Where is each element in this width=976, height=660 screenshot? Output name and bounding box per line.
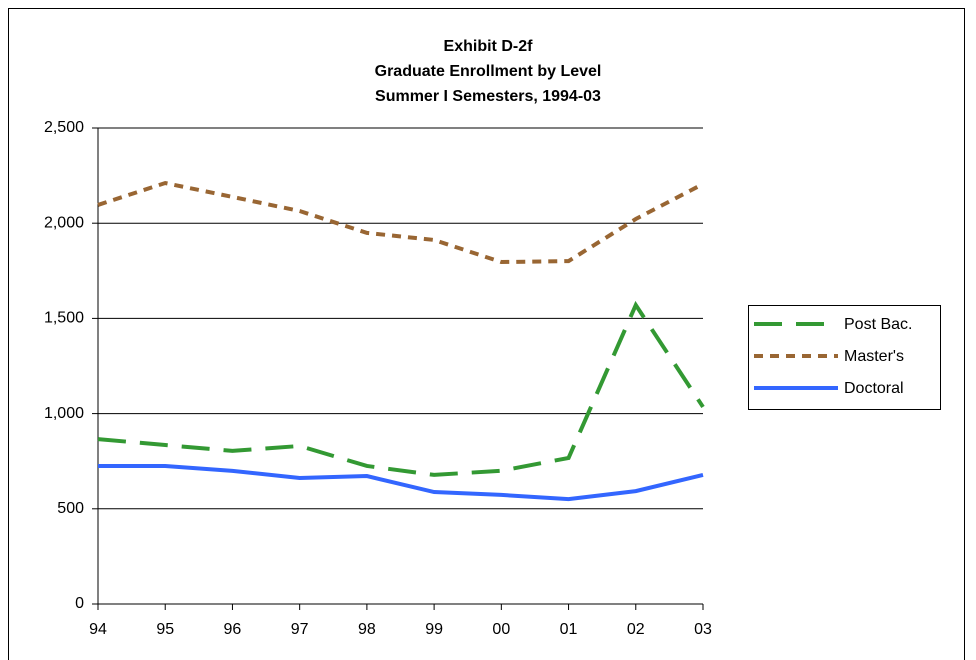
x-tick-label: 00	[492, 621, 510, 638]
y-tick-label: 0	[75, 595, 84, 612]
data-line	[97, 180, 704, 265]
x-tick-label: 02	[627, 621, 645, 638]
x-tick-label: 03	[694, 621, 712, 638]
data-line	[98, 463, 704, 502]
legend-label: Master's	[844, 348, 904, 365]
x-tick-label: 96	[224, 621, 242, 638]
legend-label: Doctoral	[844, 380, 904, 397]
x-tick-label: 99	[425, 621, 443, 638]
x-tick-label: 95	[156, 621, 174, 638]
x-tick-label: 97	[291, 621, 309, 638]
x-tick-label: 98	[358, 621, 376, 638]
data-line	[97, 300, 705, 477]
chart-title: Exhibit D-2f	[444, 38, 534, 55]
y-tick-label: 2,000	[44, 214, 84, 231]
y-tick-label: 2,500	[44, 119, 84, 136]
chart-border	[8, 8, 965, 660]
chart-subtitle: Summer I Semesters, 1994-03	[375, 88, 601, 105]
y-tick-label: 500	[57, 500, 84, 517]
chart-subtitle: Graduate Enrollment by Level	[375, 63, 602, 80]
x-tick-label: 01	[560, 621, 578, 638]
legend-label: Post Bac.	[844, 316, 912, 333]
y-tick-label: 1,500	[44, 310, 84, 327]
y-tick-label: 1,000	[44, 405, 84, 422]
x-tick-label: 94	[89, 621, 107, 638]
